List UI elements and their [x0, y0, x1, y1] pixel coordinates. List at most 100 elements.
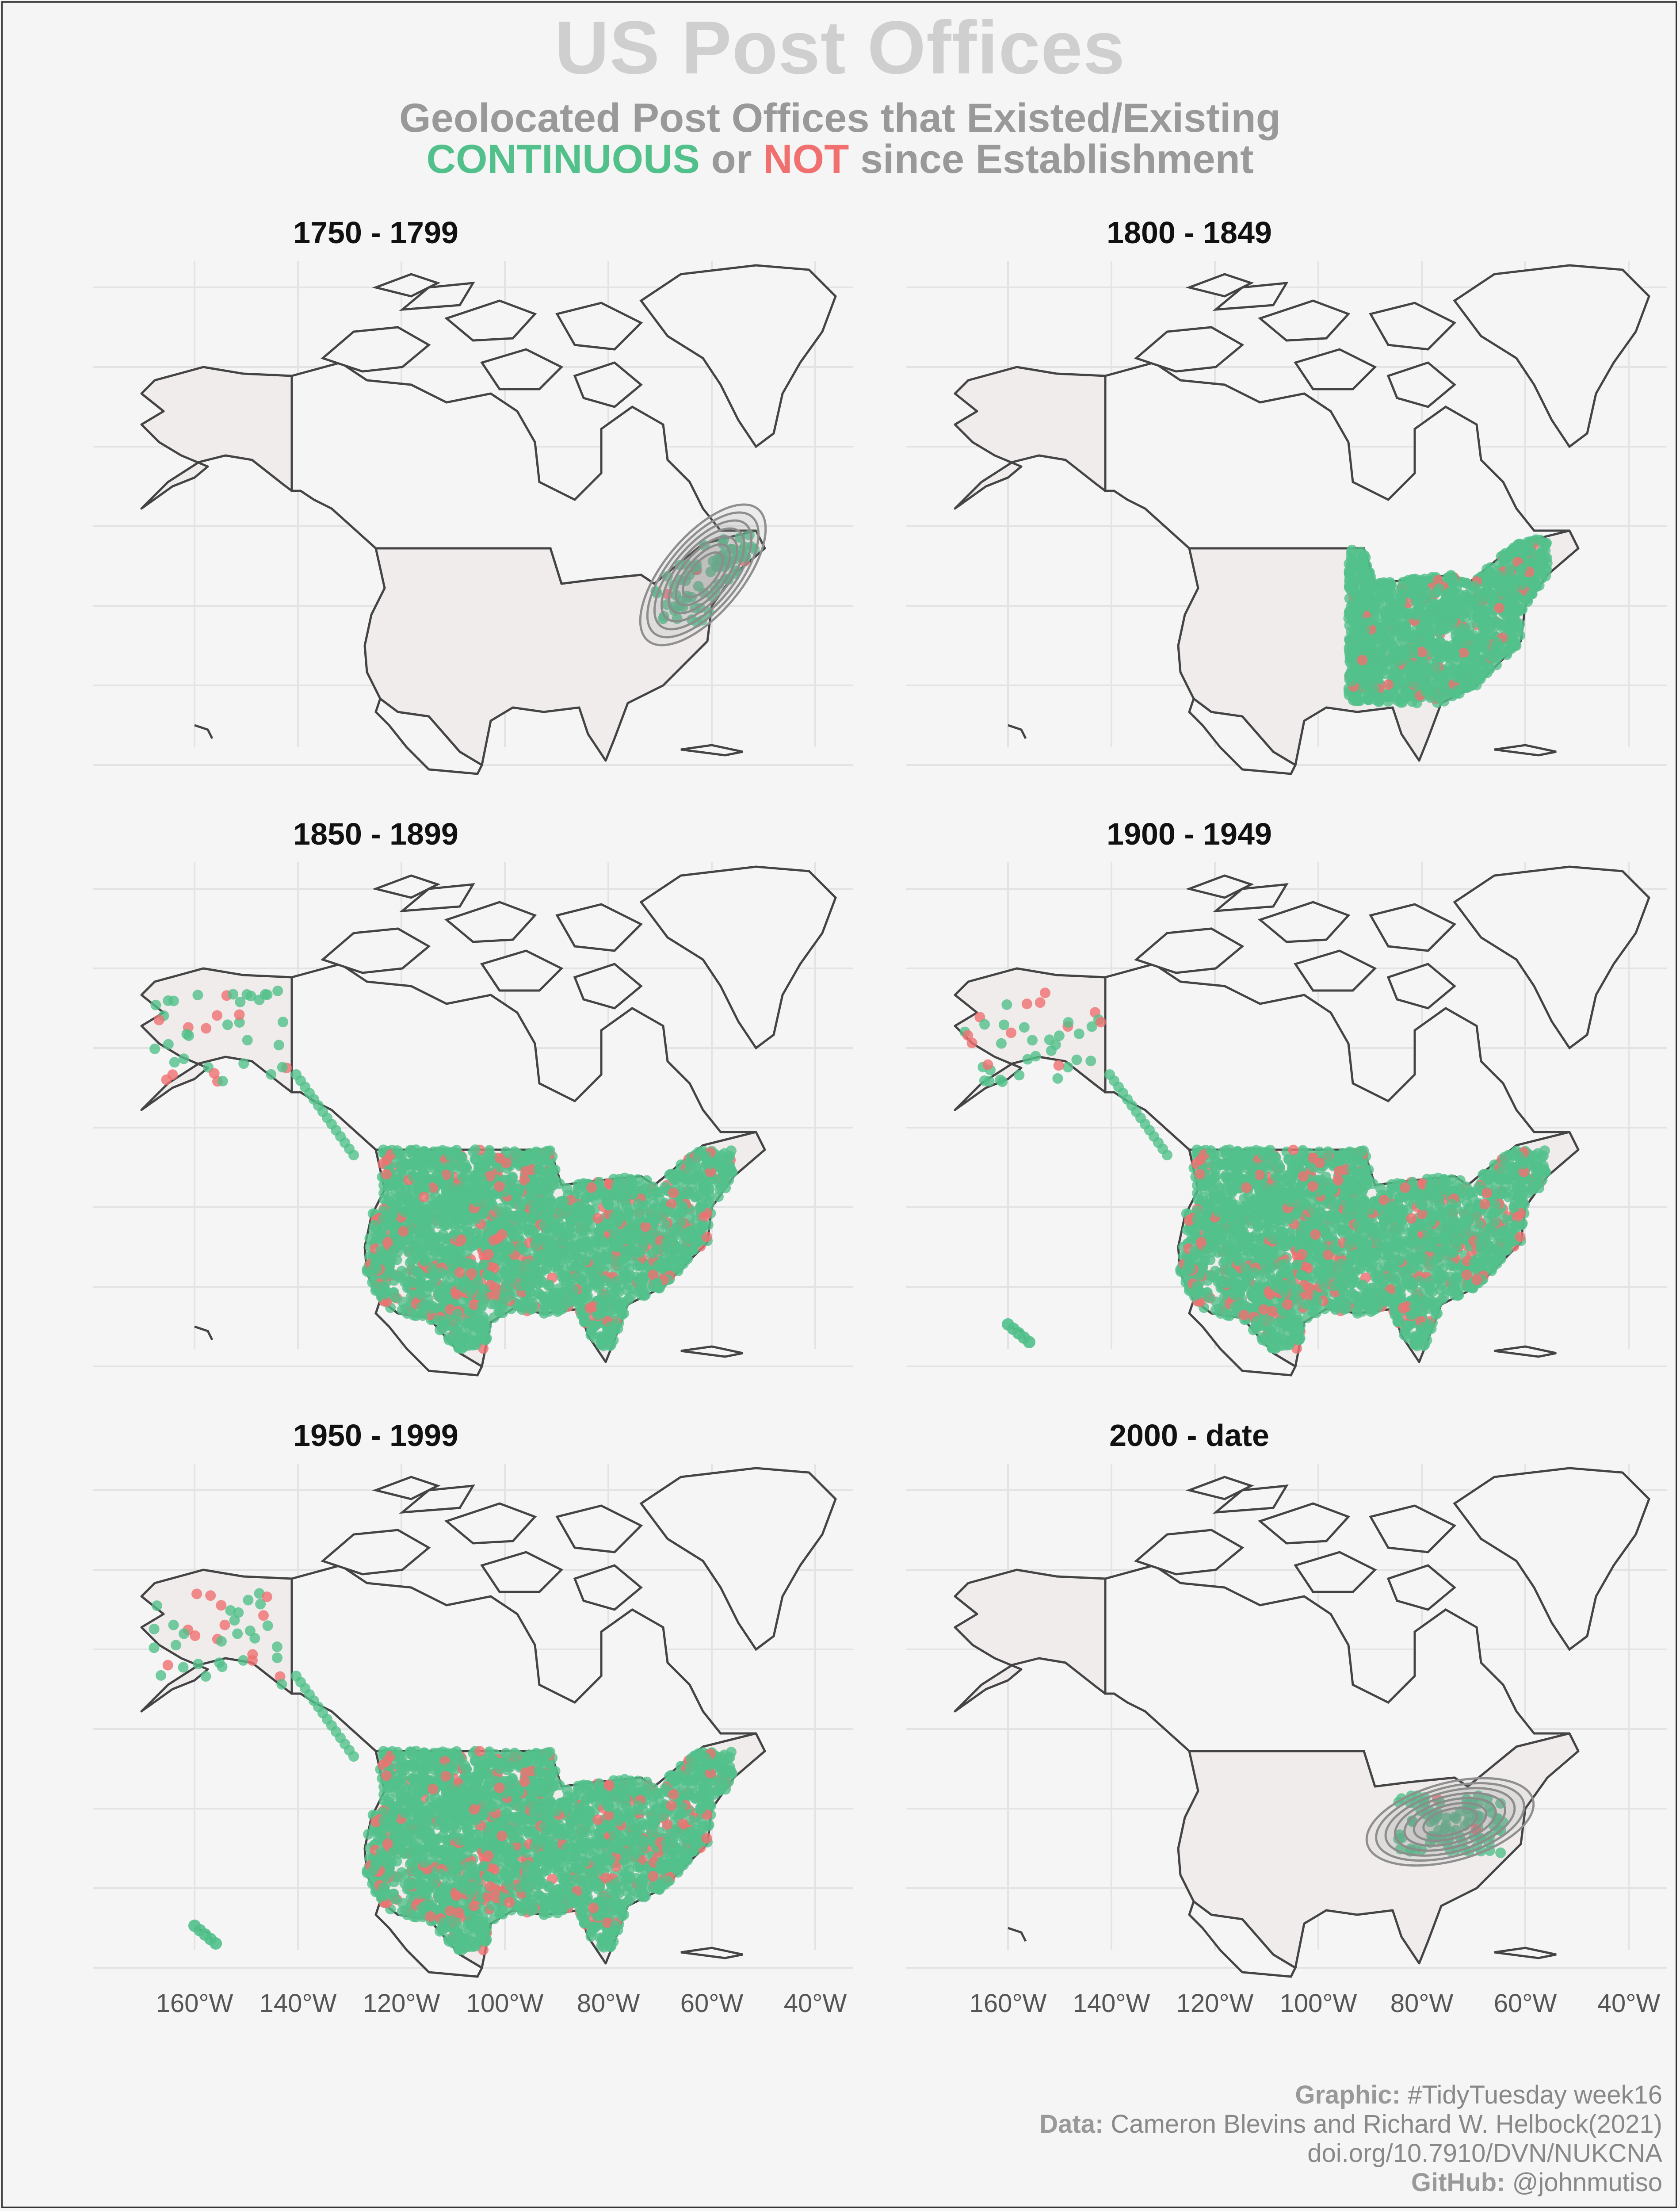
point-continuous [470, 1154, 481, 1165]
point-continuous [512, 1224, 523, 1235]
point-continuous [628, 1189, 639, 1200]
point-continuous [433, 1289, 444, 1299]
contour-line [675, 543, 731, 607]
point-continuous [1478, 606, 1489, 617]
point-continuous [369, 1220, 380, 1231]
point-continuous [626, 1178, 638, 1190]
point-continuous [1490, 616, 1501, 627]
point-continuous [650, 1188, 661, 1199]
point-continuous [588, 1249, 599, 1260]
point-continuous [570, 1202, 581, 1213]
point-continuous [1401, 622, 1412, 632]
point-continuous [1371, 695, 1382, 706]
point-continuous [1391, 656, 1402, 667]
point-continuous [1354, 606, 1365, 617]
point-continuous [1381, 656, 1392, 667]
point-continuous [452, 1326, 463, 1337]
point-continuous [662, 1257, 673, 1268]
point-continuous [1459, 656, 1470, 667]
point-continuous [603, 1194, 614, 1205]
point-continuous [1353, 615, 1364, 626]
point-continuous [1363, 616, 1374, 627]
point-continuous [533, 1164, 544, 1175]
contour-line [668, 535, 738, 615]
point-continuous [1505, 576, 1516, 587]
point-continuous [444, 1150, 455, 1161]
point-continuous [1345, 584, 1356, 595]
contour-line [653, 519, 753, 631]
point-not [1357, 654, 1368, 666]
point-continuous [561, 1253, 573, 1264]
arctic-island-4 [1294, 348, 1377, 390]
point-continuous [407, 1195, 418, 1206]
point-continuous [504, 1244, 515, 1255]
point-continuous [673, 1243, 684, 1255]
point-continuous [1530, 578, 1541, 589]
point-continuous [1376, 591, 1387, 602]
point-continuous [400, 1163, 411, 1174]
point-continuous [548, 1174, 559, 1185]
point-continuous [607, 1237, 619, 1248]
point-continuous [408, 1171, 419, 1182]
arctic-island-7 [1185, 273, 1254, 298]
point-continuous [429, 1157, 440, 1168]
point-continuous [435, 1236, 446, 1247]
point-continuous [1420, 614, 1431, 625]
panel-title: 1800 - 1849 [1107, 215, 1272, 250]
point-continuous [1463, 630, 1474, 641]
point-continuous [1423, 639, 1434, 650]
point-continuous [1408, 647, 1419, 658]
point-continuous [693, 1147, 704, 1158]
point-not [584, 1303, 596, 1313]
panel-title: 1750 - 1799 [293, 215, 458, 250]
point-continuous [1514, 619, 1525, 630]
point-continuous [178, 1053, 189, 1064]
point-continuous [690, 1191, 701, 1202]
point-continuous [150, 999, 161, 1010]
point-continuous [594, 1262, 605, 1274]
point-not [1494, 602, 1504, 613]
map-panel-1: 1750 - 1799 [93, 215, 853, 775]
hawaii-outline [194, 724, 214, 739]
arctic-island-6 [1212, 282, 1289, 311]
point-continuous [635, 1272, 646, 1283]
point-continuous [432, 1315, 443, 1326]
chart-subtitle-line1: Geolocated Post Offices that Existed/Exi… [399, 96, 1281, 141]
point-continuous [534, 1289, 545, 1300]
point-continuous [1515, 630, 1525, 641]
point-continuous [1449, 586, 1460, 597]
point-continuous [1541, 537, 1552, 548]
point-continuous [1488, 652, 1499, 663]
point-continuous [409, 1246, 420, 1257]
point-continuous [437, 1246, 448, 1257]
point-continuous [1468, 679, 1479, 690]
point-continuous [554, 1224, 565, 1236]
point-continuous [241, 989, 252, 1000]
alaska-shape [140, 967, 293, 1111]
point-not [483, 1249, 494, 1260]
cuba-outline [680, 1345, 743, 1358]
arctic-island-5 [573, 963, 643, 1010]
point-continuous [581, 1239, 592, 1250]
point-not [161, 1074, 172, 1085]
point-not [456, 1234, 467, 1245]
point-continuous [1540, 553, 1551, 564]
point-continuous [439, 1219, 451, 1230]
point-not [209, 1068, 220, 1079]
point-continuous [149, 1043, 160, 1054]
point-continuous [242, 1035, 253, 1046]
point-continuous [1368, 674, 1379, 685]
point-not [494, 1152, 505, 1163]
arctic-island-4 [480, 949, 564, 992]
point-continuous [481, 1157, 493, 1168]
point-continuous [612, 1189, 623, 1200]
cuba-outline [1494, 1345, 1557, 1358]
point-continuous [469, 1183, 480, 1194]
point-continuous [1392, 626, 1403, 636]
point-continuous [1406, 608, 1417, 620]
point-continuous [523, 1223, 535, 1234]
point-continuous [405, 1145, 416, 1156]
point-not [234, 1009, 245, 1020]
point-continuous [1390, 665, 1401, 676]
point-continuous [477, 1174, 488, 1186]
